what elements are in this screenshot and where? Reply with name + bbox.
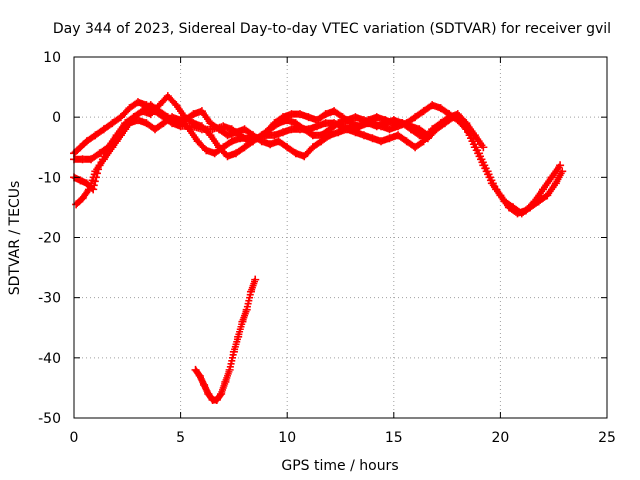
y-tick-label: 0 <box>52 110 61 126</box>
data-marker <box>422 130 430 138</box>
data-point <box>423 131 432 140</box>
series-track-e <box>191 275 260 404</box>
x-tick-label: 10 <box>278 430 296 446</box>
data-marker <box>205 130 213 138</box>
series-track-d <box>72 113 432 209</box>
data-marker <box>184 124 192 132</box>
y-tick-label: -10 <box>38 170 61 186</box>
data-marker <box>529 199 537 207</box>
series-track-a <box>70 98 567 218</box>
data-marker <box>91 177 99 185</box>
data-point <box>251 275 260 284</box>
x-axis-label: GPS time / hours <box>281 458 398 474</box>
data-marker <box>84 187 92 195</box>
x-tick-label: 25 <box>598 430 616 446</box>
x-tick-label: 0 <box>70 430 79 446</box>
data-marker <box>461 118 469 126</box>
x-tick-label: 20 <box>491 430 509 446</box>
series-layer <box>70 92 567 404</box>
y-tick-label: -20 <box>38 231 61 247</box>
data-marker <box>171 100 179 108</box>
y-tick-label: 10 <box>43 50 61 66</box>
x-tick-label: 15 <box>385 430 403 446</box>
y-tick-label: -40 <box>38 351 61 367</box>
series-track-c <box>70 101 488 194</box>
y-tick-label: -50 <box>38 411 61 427</box>
data-point <box>479 143 488 152</box>
data-point <box>556 161 565 170</box>
y-axis-label: SDTVAR / TECUs <box>7 181 23 296</box>
data-point <box>558 167 567 176</box>
x-tick-label: 5 <box>176 430 185 446</box>
series-track-b <box>70 92 565 218</box>
ticks: 0 5 10 15 20 25 -50 -40 -30 -20 -10 0 10 <box>38 50 616 446</box>
y-tick-label: -30 <box>38 291 61 307</box>
chart-title: Day 344 of 2023, Sidereal Day-to-day VTE… <box>53 21 611 37</box>
